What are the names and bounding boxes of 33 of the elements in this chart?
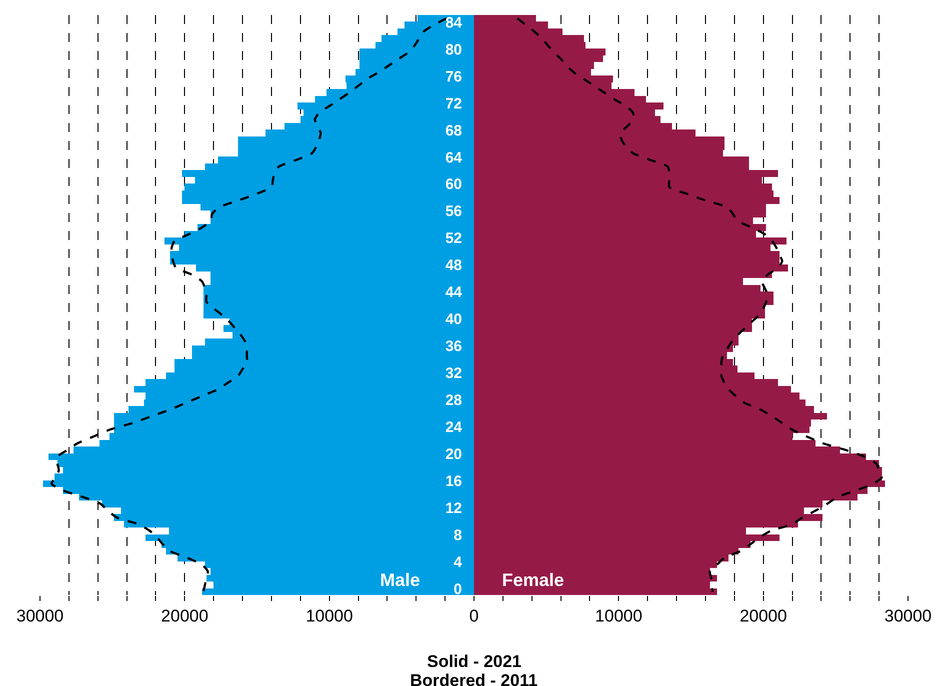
y-tick-label: 48 xyxy=(445,257,462,274)
y-tick-label: 56 xyxy=(445,203,462,220)
y-tick-label: 0 xyxy=(454,580,462,598)
x-tick-label: 10000 xyxy=(306,606,353,626)
x-tick-label: 20000 xyxy=(161,606,208,626)
x-tick-label: 10000 xyxy=(595,606,642,626)
y-tick-label: 80 xyxy=(445,41,462,58)
y-tick-label: 8 xyxy=(454,526,462,544)
y-tick-label: 4 xyxy=(454,554,463,571)
y-tick-label: 84 xyxy=(445,14,463,32)
y-tick-label: 44 xyxy=(445,284,463,302)
y-tick-label: 36 xyxy=(445,338,462,356)
y-tick-label: 32 xyxy=(445,365,462,382)
y-tick-label: 12 xyxy=(445,500,462,517)
y-tick-label: 60 xyxy=(445,176,462,194)
text: Solid - 2021 xyxy=(427,652,522,671)
x-tick-label: 30000 xyxy=(884,606,932,626)
x-tick-label: 20000 xyxy=(740,606,787,626)
y-tick-label: 64 xyxy=(445,149,463,166)
y-tick-label: 68 xyxy=(445,122,462,140)
y-tick-label: 52 xyxy=(445,230,462,248)
text: Bordered - 2011 xyxy=(410,671,538,686)
y-tick-label: 72 xyxy=(445,95,462,112)
y-tick-label: 28 xyxy=(445,392,462,410)
y-tick-label: 24 xyxy=(445,419,463,436)
y-tick-label: 20 xyxy=(445,446,462,463)
series-label: Female xyxy=(502,570,564,590)
x-tick-label: 30000 xyxy=(16,606,64,626)
y-tick-label: 76 xyxy=(445,68,462,86)
series-label: Male xyxy=(380,570,420,590)
y-tick-label: 16 xyxy=(445,472,462,490)
y-tick-label: 40 xyxy=(445,311,462,328)
x-tick-label: 0 xyxy=(469,606,479,626)
